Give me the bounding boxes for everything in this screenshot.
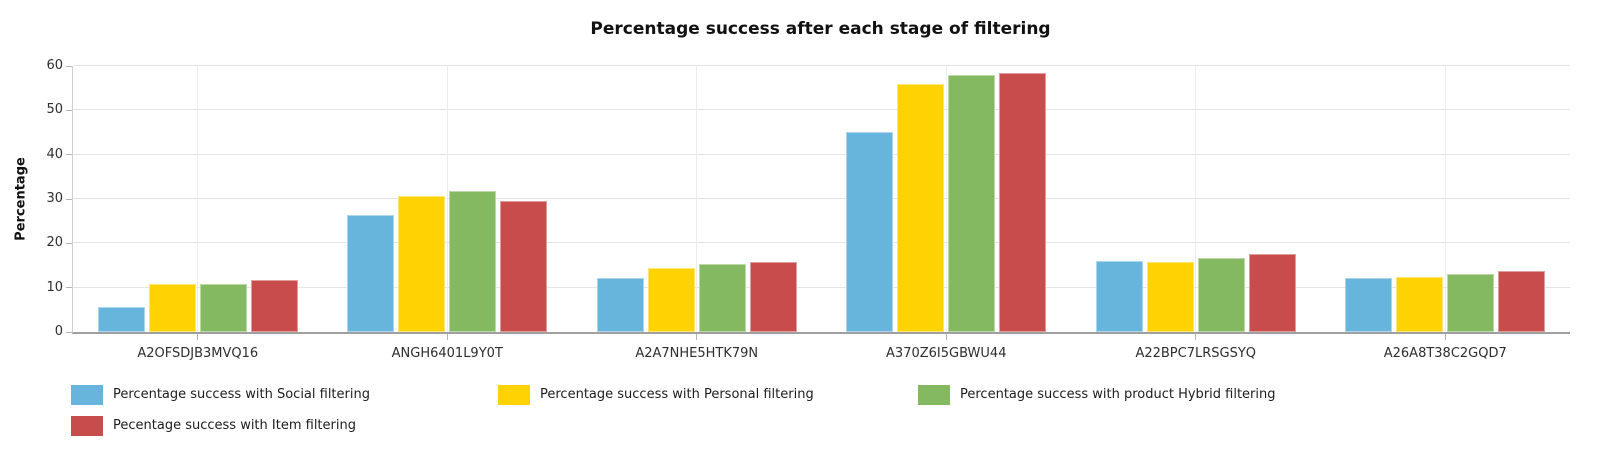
chart-title: Percentage success after each stage of f…	[590, 19, 1051, 39]
x-axis-tick	[1444, 334, 1446, 340]
y-axis-tick	[66, 242, 72, 244]
bar-A2OFSDJB3MVQ16-series-3[interactable]	[250, 280, 298, 332]
x-tick-label: ANGH6401L9Y0T	[391, 346, 503, 361]
x-axis-tick	[197, 334, 199, 340]
legend-item-series-1[interactable]: Percentage success with Personal filteri…	[498, 385, 814, 405]
y-tick-label: 30	[46, 191, 63, 206]
bar-A26A8T38C2GQD7-series-0[interactable]	[1345, 278, 1393, 332]
y-axis-tick	[66, 331, 72, 333]
y-axis-tick	[66, 154, 72, 156]
y-tick-label: 0	[54, 324, 63, 339]
bar-A2OFSDJB3MVQ16-series-1[interactable]	[148, 284, 196, 332]
bar-A22BPC7LRSGSYQ-series-1[interactable]	[1146, 261, 1194, 332]
legend-label: Percentage success with product Hybrid f…	[960, 387, 1276, 402]
legend-swatch	[918, 385, 950, 405]
bar-A370Z6I5GBWU44-series-1[interactable]	[897, 84, 945, 332]
x-gridline	[1444, 66, 1446, 332]
x-axis-tick	[945, 334, 947, 340]
x-tick-label: A370Z6I5GBWU44	[886, 346, 1007, 361]
bar-A22BPC7LRSGSYQ-series-2[interactable]	[1197, 257, 1245, 332]
x-gridline	[446, 66, 448, 332]
x-gridline	[1195, 66, 1197, 332]
bar-A26A8T38C2GQD7-series-2[interactable]	[1447, 274, 1495, 332]
y-tick-label: 20	[46, 235, 63, 251]
legend-swatch	[498, 385, 530, 405]
x-tick-label: A22BPC7LRSGSYQ	[1135, 346, 1257, 361]
bar-ANGH6401L9Y0T-series-0[interactable]	[347, 215, 395, 332]
y-gridline	[73, 242, 1570, 244]
y-tick-label: 60	[46, 58, 63, 73]
legend-label: Percentage success with Social filtering	[113, 387, 370, 402]
y-axis-tick	[66, 198, 72, 200]
y-gridline	[73, 198, 1570, 199]
x-axis-tick	[1195, 334, 1197, 340]
x-tick-label: A2OFSDJB3MVQ16	[137, 346, 259, 361]
bar-A2OFSDJB3MVQ16-series-2[interactable]	[199, 284, 247, 332]
y-gridline	[73, 286, 1570, 288]
bar-A22BPC7LRSGSYQ-series-0[interactable]	[1095, 261, 1143, 332]
legend-swatch	[71, 385, 103, 405]
legend-label: Pecentage success with Item filtering	[113, 418, 356, 433]
y-axis-tick	[66, 65, 72, 67]
bar-A2A7NHE5HTK79N-series-0[interactable]	[596, 278, 644, 332]
bar-A2OFSDJB3MVQ16-series-0[interactable]	[97, 307, 145, 332]
x-gridline	[945, 66, 947, 332]
bar-A2A7NHE5HTK79N-series-2[interactable]	[698, 264, 746, 332]
legend-item-series-2[interactable]: Percentage success with product Hybrid f…	[918, 385, 1276, 405]
bar-A2A7NHE5HTK79N-series-3[interactable]	[749, 262, 797, 332]
x-tick-label: A26A8T38C2GQD7	[1383, 346, 1507, 361]
bar-A2A7NHE5HTK79N-series-1[interactable]	[647, 267, 695, 332]
bar-A26A8T38C2GQD7-series-1[interactable]	[1396, 276, 1444, 332]
x-axis-tick	[446, 334, 448, 340]
y-gridline	[73, 65, 1570, 66]
plot-area: 0 10 20 30 40 50 60 A2OFSDJB3MVQ16 ANGH6401L9Y0T…	[46, 58, 1570, 361]
legend-label: Percentage success with Personal filteri…	[540, 387, 814, 402]
x-gridline	[696, 66, 698, 332]
legend-item-series-3[interactable]: Pecentage success with Item filtering	[71, 416, 356, 436]
x-axis-tick	[696, 334, 698, 340]
y-axis-tick	[66, 109, 72, 111]
y-tick-label: 40	[46, 146, 63, 162]
bar-ANGH6401L9Y0T-series-2[interactable]	[449, 190, 497, 332]
bar-A370Z6I5GBWU44-series-0[interactable]	[846, 131, 894, 332]
x-gridline	[197, 66, 199, 332]
bar-ANGH6401L9Y0T-series-1[interactable]	[398, 196, 446, 332]
bar-A22BPC7LRSGSYQ-series-3[interactable]	[1248, 253, 1296, 332]
legend-item-series-0[interactable]: Percentage success with Social filtering	[71, 385, 370, 405]
bar-ANGH6401L9Y0T-series-3[interactable]	[500, 200, 548, 332]
legend-swatch	[71, 416, 103, 436]
bar-A26A8T38C2GQD7-series-3[interactable]	[1498, 271, 1546, 332]
bar-A370Z6I5GBWU44-series-3[interactable]	[999, 72, 1047, 332]
x-tick-label: A2A7NHE5HTK79N	[635, 346, 759, 361]
y-axis-tick	[66, 287, 72, 289]
y-tick-label: 10	[46, 279, 63, 295]
y-gridline	[73, 153, 1570, 155]
y-gridline	[73, 109, 1570, 111]
bar-A370Z6I5GBWU44-series-2[interactable]	[948, 74, 996, 332]
y-tick-label: 50	[46, 102, 63, 118]
